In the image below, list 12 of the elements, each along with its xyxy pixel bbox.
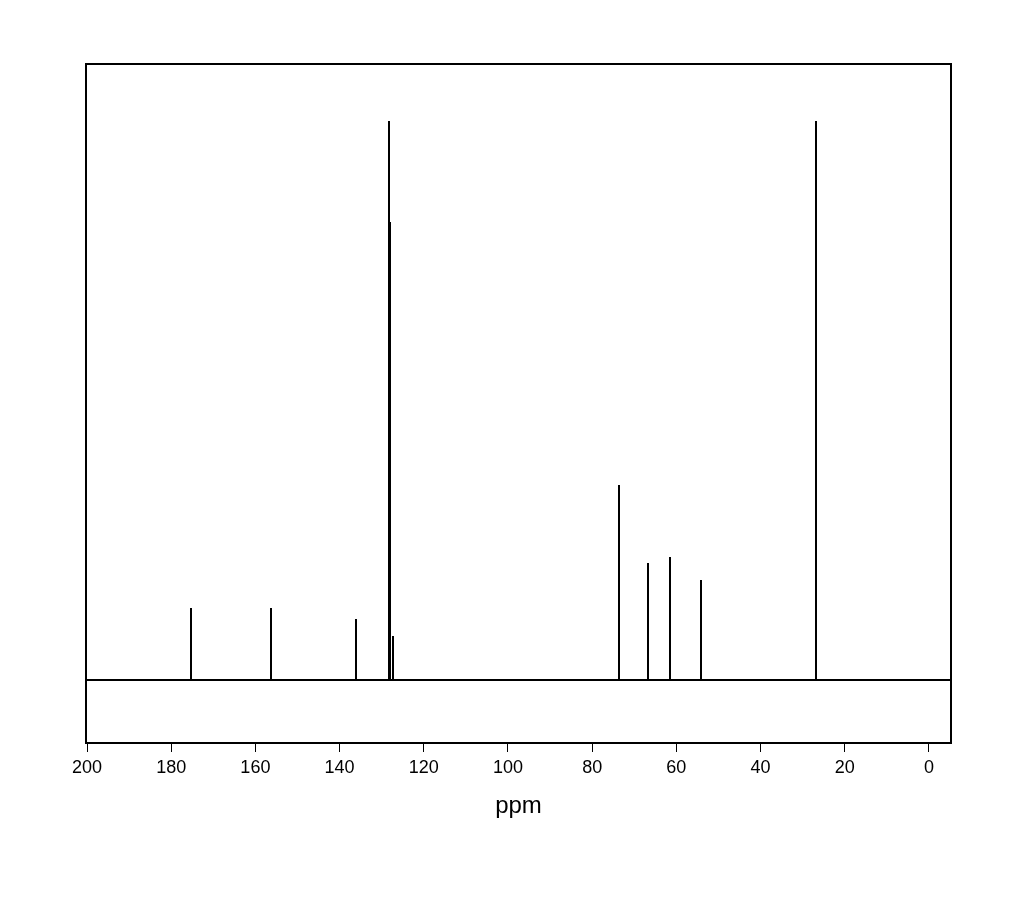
x-tick-label: 0 — [923, 757, 934, 778]
x-tick-label: 180 — [156, 757, 187, 778]
x-tick-label: 140 — [324, 757, 355, 778]
x-tick-label: 200 — [71, 757, 103, 778]
x-tick-label: 60 — [666, 757, 687, 778]
x-axis-title: ppm — [495, 791, 542, 819]
x-tick-label: 40 — [750, 757, 771, 778]
x-tick-label: 160 — [240, 757, 271, 778]
x-tick-label: 20 — [834, 757, 855, 778]
x-tick-label: 80 — [582, 757, 603, 778]
x-tick-label: 100 — [492, 757, 523, 778]
x-tick-label: 120 — [408, 757, 439, 778]
